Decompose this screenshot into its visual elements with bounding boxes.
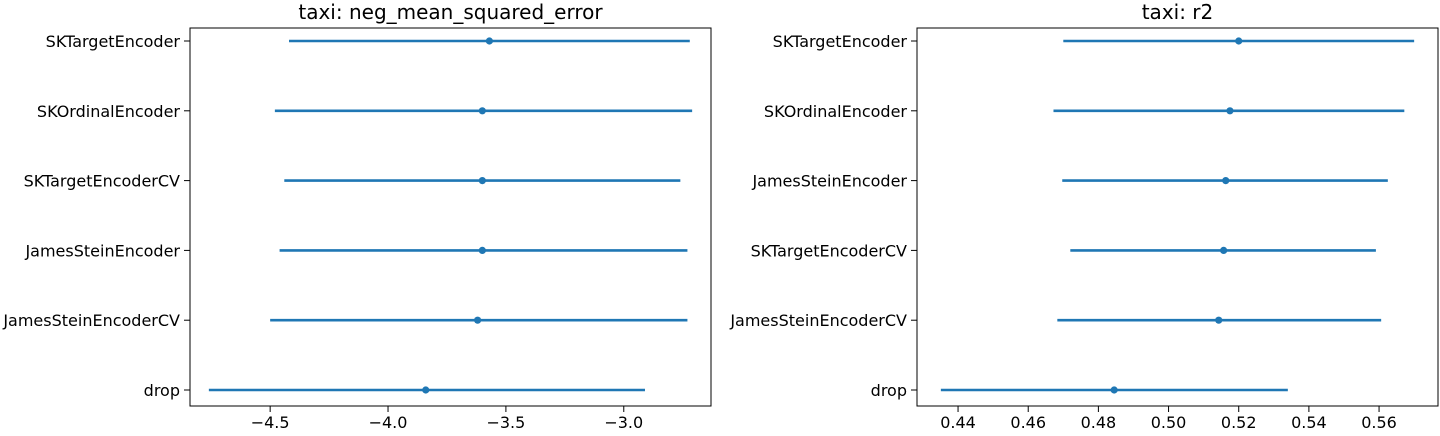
- x-tick-label: −4.5: [251, 413, 290, 432]
- x-tick-label: 0.54: [1291, 413, 1327, 432]
- mean-point: [1110, 386, 1118, 394]
- mean-point: [478, 246, 486, 254]
- mean-point: [422, 386, 430, 394]
- chart-title: taxi: r2: [1142, 0, 1214, 24]
- x-tick-label: 0.46: [1010, 413, 1046, 432]
- chart-title: taxi: neg_mean_squared_error: [298, 0, 603, 24]
- y-tick-label: drop: [144, 381, 180, 400]
- mean-point: [1226, 107, 1234, 115]
- chart-panel-2: taxi: r2 0.44 0.46 0.48 0.50 0.52 0.54 0.56 SKTa…: [729, 0, 1439, 432]
- x-tick-label: 0.52: [1221, 413, 1257, 432]
- mean-point: [1222, 177, 1230, 185]
- y-tick-label: SKTargetEncoder: [46, 32, 181, 51]
- mean-point: [485, 37, 493, 45]
- plot-frame: [189, 27, 712, 407]
- chart-panel-1: taxi: neg_mean_squared_error −4.5 −4.0 −3.5…: [2, 0, 712, 432]
- mean-point: [1235, 37, 1243, 45]
- x-tick-label: −3.0: [604, 413, 643, 432]
- y-tick-label: SKTargetEncoderCV: [24, 172, 180, 191]
- plot-frame: [916, 27, 1439, 407]
- mean-point: [1215, 316, 1223, 324]
- y-tick-label: SKTargetEncoderCV: [751, 241, 907, 260]
- mean-point: [478, 177, 486, 185]
- y-tick-label: JamesSteinEncoder: [24, 241, 180, 260]
- mean-point: [478, 107, 486, 115]
- x-tick-label: 0.44: [940, 413, 976, 432]
- y-tick-label: SKTargetEncoder: [773, 32, 908, 51]
- y-tick-label: SKOrdinalEncoder: [37, 102, 180, 121]
- y-tick-label: JamesSteinEncoderCV: [2, 311, 180, 330]
- y-tick-label: JamesSteinEncoder: [751, 172, 907, 191]
- x-tick-label: −4.0: [369, 413, 408, 432]
- y-tick-label: JamesSteinEncoderCV: [729, 311, 907, 330]
- x-tick-label: −3.5: [486, 413, 525, 432]
- x-tick-label: 0.50: [1151, 413, 1187, 432]
- x-tick-label: 0.48: [1081, 413, 1117, 432]
- y-tick-label: SKOrdinalEncoder: [764, 102, 907, 121]
- mean-point: [1220, 246, 1228, 254]
- x-tick-label: 0.56: [1361, 413, 1397, 432]
- mean-point: [474, 316, 482, 324]
- y-tick-label: drop: [871, 381, 907, 400]
